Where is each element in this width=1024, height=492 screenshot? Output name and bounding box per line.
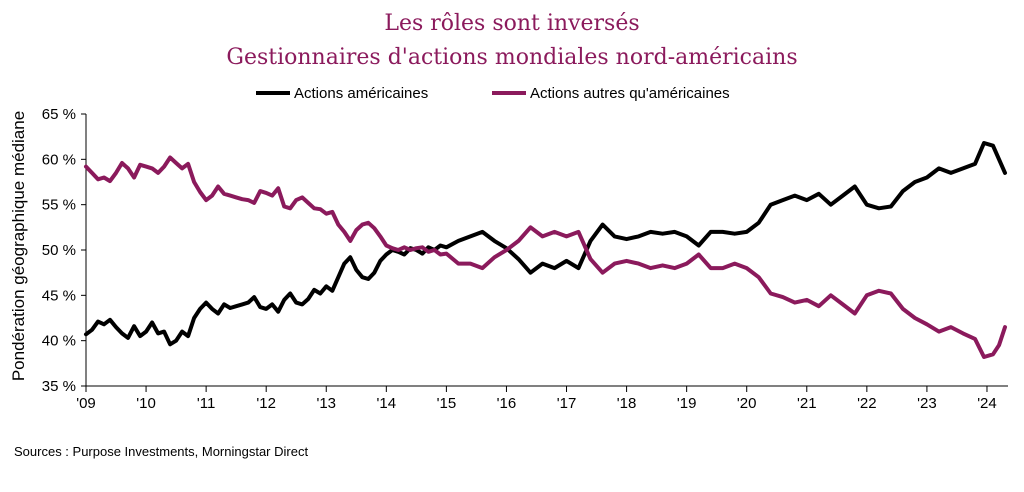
y-tick-label: 40 % (42, 333, 76, 350)
source-note: Sources : Purpose Investments, Morningst… (14, 444, 308, 459)
y-tick-label: 35 % (42, 378, 76, 395)
y-ticks: 35 % 40 % 45 % 50 % 55 % 60 % 65 % (42, 106, 86, 395)
x-ticks: '09 '10 '11 '12 '13 '14 '15 '16 '17 '18 '19 '20 '21 '… (76, 386, 997, 412)
legend-label-non-us: Actions autres qu'américaines (530, 85, 730, 102)
x-tick-label: '17 (557, 395, 577, 412)
x-tick-label: '15 (437, 395, 457, 412)
chart-title-line2: Gestionnaires d'actions mondiales nord-a… (226, 45, 797, 70)
x-tick-label: '11 (197, 395, 215, 412)
series-line-us-equities (84, 141, 1007, 347)
x-tick-label: '22 (857, 395, 877, 412)
x-tick-label: '10 (136, 395, 156, 412)
y-tick-label: 50 % (42, 242, 76, 259)
x-tick-label: '14 (377, 395, 397, 412)
y-axis-label: Pondération géographique médiane (9, 111, 28, 381)
y-tick-label: 55 % (42, 197, 76, 214)
x-tick-label: '24 (977, 395, 997, 412)
x-tick-label: '20 (737, 395, 757, 412)
x-tick-label: '16 (497, 395, 517, 412)
x-tick-label: '12 (256, 395, 276, 412)
y-tick-label: 45 % (42, 287, 76, 304)
y-tick-label: 60 % (42, 151, 76, 168)
x-tick-label: '23 (917, 395, 937, 412)
x-tick-label: '13 (316, 395, 336, 412)
x-tick-label: '09 (76, 395, 96, 412)
x-tick-label: '18 (617, 395, 637, 412)
chart-title-line1: Les rôles sont inversés (384, 11, 639, 36)
x-tick-label: '19 (677, 395, 697, 412)
legend-label-us: Actions américaines (294, 85, 428, 102)
x-tick-label: '21 (797, 395, 817, 412)
y-tick-label: 65 % (42, 106, 76, 123)
series-line-non-us-equities (84, 155, 1007, 359)
series-group (84, 141, 1007, 359)
legend: Actions américaines Actions autres qu'am… (256, 85, 730, 102)
